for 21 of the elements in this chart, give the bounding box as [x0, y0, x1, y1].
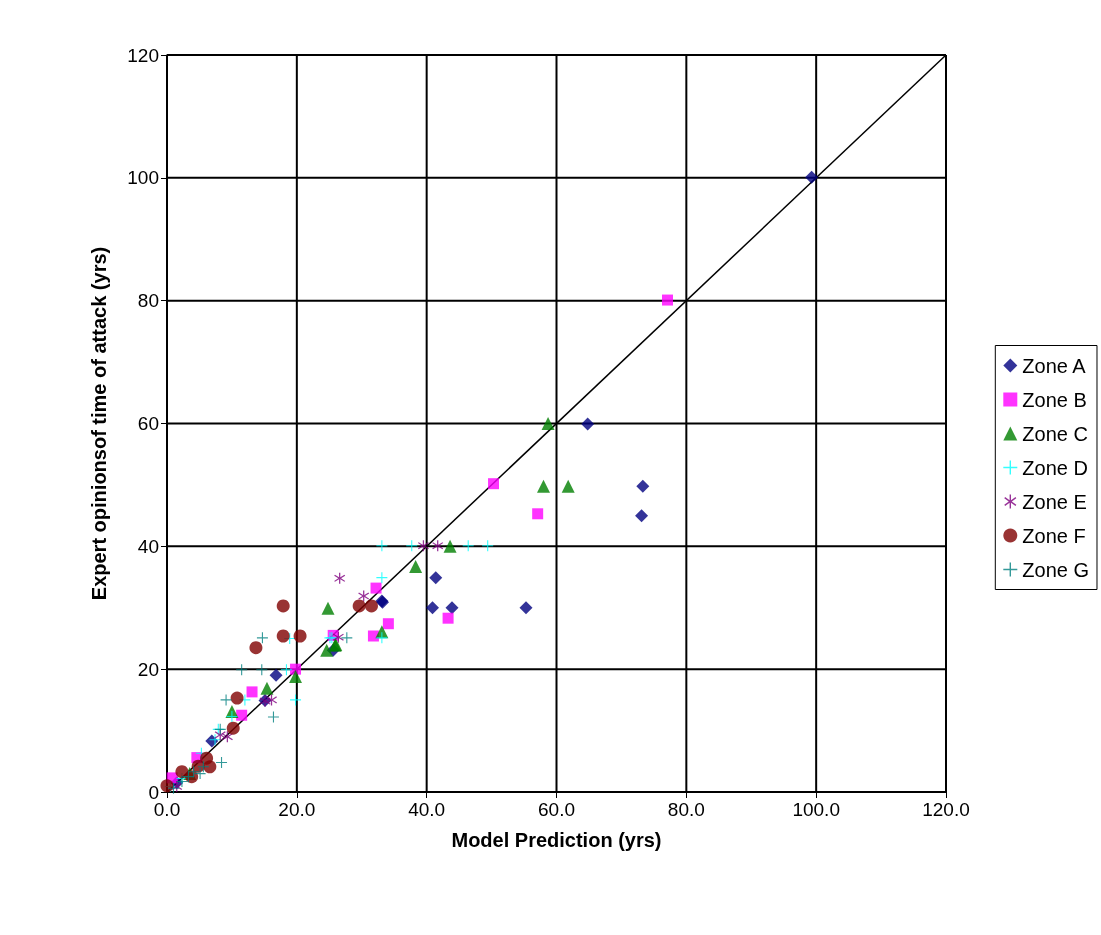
legend-label: Zone G: [1022, 558, 1089, 581]
legend-label: Zone A: [1022, 354, 1087, 377]
legend-label: Zone C: [1022, 422, 1088, 445]
x-tick-label: 40.0: [408, 799, 446, 820]
x-tick-label: 80.0: [667, 799, 705, 820]
legend-label: Zone E: [1022, 490, 1087, 513]
y-tick-label: 120: [127, 44, 159, 66]
x-tick-label: 100.0: [792, 799, 840, 820]
x-tick-label: 20.0: [278, 799, 316, 820]
y-tick-label: 40: [137, 535, 159, 557]
y-tick-label: 20: [137, 658, 159, 680]
x-axis-title: Model Prediction (yrs): [451, 829, 662, 851]
y-tick-label: 80: [137, 290, 159, 312]
y-axis-title: Expert opinionsof time of attack (yrs): [88, 246, 110, 601]
y-tick-label: 60: [137, 413, 159, 434]
legend-label: Zone F: [1022, 524, 1086, 547]
x-tick-label: 120.0: [922, 799, 970, 820]
legend-label: Zone D: [1022, 456, 1088, 479]
legend-label: Zone B: [1022, 388, 1087, 411]
x-tick-label: 60.0: [538, 799, 575, 820]
y-tick-label: 100: [127, 167, 159, 189]
